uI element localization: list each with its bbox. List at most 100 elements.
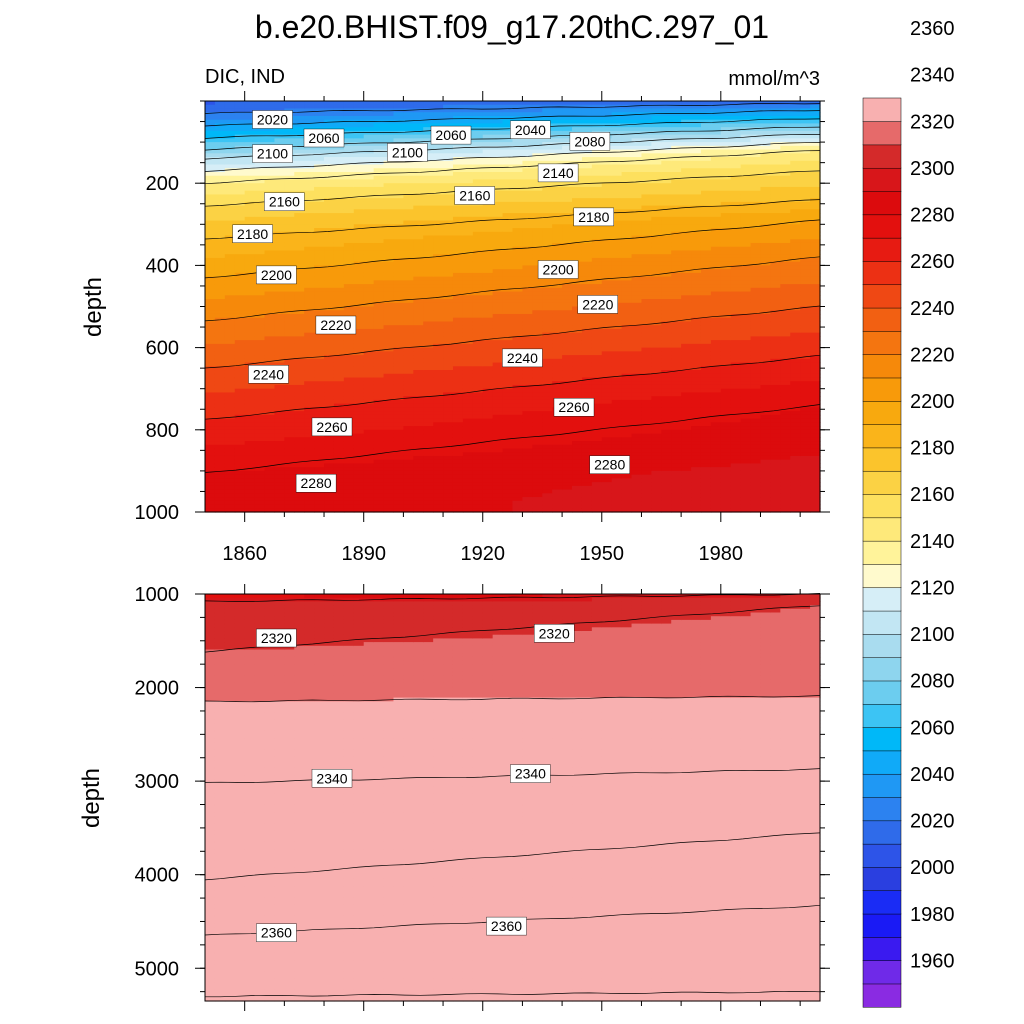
field-cell — [512, 220, 524, 225]
field-cell — [304, 291, 315, 296]
field-cell — [423, 433, 434, 438]
field-cell — [552, 157, 563, 162]
field-cell — [205, 142, 216, 147]
field-cell — [343, 470, 355, 476]
field-cell — [443, 355, 454, 360]
field-cell — [462, 429, 474, 435]
field-cell — [205, 343, 216, 349]
field-cell — [512, 463, 524, 468]
field-cell — [443, 317, 454, 323]
field-cell — [651, 108, 662, 113]
field-cell — [304, 231, 315, 237]
field-cell — [631, 504, 643, 509]
field-cell — [294, 168, 305, 173]
field-cell — [205, 153, 216, 158]
field-cell — [244, 388, 256, 394]
field-cell — [413, 160, 424, 166]
field-cell — [423, 157, 434, 162]
field-cell — [452, 317, 464, 323]
field-cell — [591, 441, 603, 446]
field-cell — [512, 317, 524, 323]
field-cell — [472, 115, 484, 121]
field-cell — [433, 157, 444, 162]
field-cell — [333, 444, 345, 450]
field-cell — [492, 276, 504, 281]
field-cell — [562, 437, 573, 442]
field-cell — [214, 205, 226, 210]
field-cell — [234, 478, 246, 483]
field-cell — [353, 213, 365, 218]
field-cell — [472, 228, 484, 233]
field-cell — [353, 228, 365, 233]
field-cell — [542, 115, 553, 121]
field-cell — [214, 381, 226, 386]
field-cell — [492, 115, 504, 121]
field-cell — [294, 239, 305, 244]
field-cell — [314, 299, 325, 304]
field-cell — [572, 153, 583, 158]
field-cell — [502, 332, 514, 337]
field-cell — [443, 366, 454, 371]
field-cell — [403, 418, 414, 423]
field-cell — [552, 388, 563, 394]
field-cell — [403, 407, 414, 412]
field-cell — [413, 175, 424, 181]
field-cell — [532, 384, 543, 390]
field-cell — [522, 489, 533, 494]
field-cell — [413, 478, 424, 483]
field-cell — [294, 328, 305, 334]
field-cell — [502, 254, 514, 259]
field-cell — [492, 478, 504, 483]
field-cell — [452, 411, 464, 416]
field-cell — [631, 134, 643, 139]
field-cell — [611, 478, 623, 483]
field-cell — [552, 508, 563, 513]
field-cell — [552, 246, 563, 252]
field-cell — [224, 149, 236, 154]
field-cell — [294, 426, 305, 431]
field-cell — [611, 441, 623, 446]
field-cell — [224, 175, 236, 181]
field-cell — [472, 437, 484, 442]
field-cell — [314, 220, 325, 225]
field-cell — [214, 482, 226, 487]
field-cell — [234, 377, 246, 382]
field-cell — [294, 504, 305, 509]
field-cell — [214, 366, 226, 371]
field-cell — [562, 313, 573, 319]
field-cell — [403, 119, 414, 125]
field-cell — [482, 220, 494, 225]
field-cell — [651, 213, 662, 218]
field-cell — [631, 261, 643, 266]
field-cell — [492, 328, 504, 334]
field-cell — [423, 269, 434, 274]
field-cell — [393, 340, 404, 345]
field-cell — [562, 295, 573, 300]
field-cell — [254, 358, 266, 364]
field-cell — [522, 444, 533, 450]
field-cell — [542, 190, 553, 196]
field-cell — [264, 317, 276, 323]
field-cell — [512, 145, 524, 151]
field-cell — [383, 287, 395, 293]
field-cell — [413, 485, 424, 491]
field-cell — [205, 396, 216, 401]
field-cell — [492, 493, 504, 498]
field-cell — [611, 261, 623, 266]
field-cell — [532, 470, 543, 476]
field-cell — [343, 358, 355, 364]
field-cell — [393, 422, 404, 427]
field-cell — [294, 437, 305, 442]
field-cell — [462, 478, 474, 483]
field-cell — [492, 209, 504, 214]
field-cell — [294, 101, 305, 106]
field-cell — [274, 332, 285, 337]
field-cell — [363, 362, 375, 367]
field-cell — [205, 295, 216, 300]
field-cell — [413, 414, 424, 420]
field-cell — [393, 228, 404, 233]
field-cell — [274, 463, 285, 468]
field-cell — [234, 441, 246, 446]
field-cell — [294, 284, 305, 289]
field-cell — [403, 179, 414, 184]
